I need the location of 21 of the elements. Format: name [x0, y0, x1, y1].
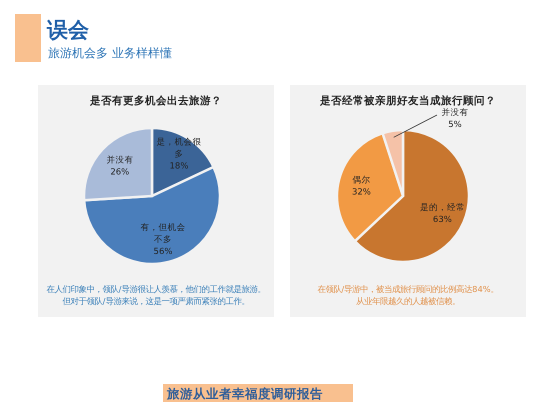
- data-label: 18%: [170, 162, 188, 172]
- slice-label: 偶尔: [352, 174, 370, 186]
- data-label: 63%: [432, 215, 452, 226]
- slice-label: 有，但机会不多: [140, 222, 186, 245]
- slice-label: 是，机会很多: [156, 136, 202, 160]
- slice-label: 并没有: [442, 107, 468, 118]
- text: 旅游从业者幸福度调研报告: [166, 386, 323, 401]
- chart-title: 是否有更多机会出去旅游？: [89, 94, 222, 107]
- chart-title: 是否经常被亲朋好友当成旅行顾问？: [319, 94, 496, 107]
- data-label: 32%: [352, 187, 371, 198]
- data-label: 26%: [110, 168, 130, 178]
- text: 从业年限越久的人越被信赖。: [356, 296, 460, 306]
- data-label: 5%: [448, 120, 462, 130]
- text: 旅游机会多 业务样样懂: [48, 46, 172, 60]
- text: 在领队/导游中，被当成旅行顾问的比例高达84%。: [317, 284, 499, 294]
- slice-label: 是的，经常: [420, 202, 465, 214]
- slice-label: 并没有: [106, 154, 134, 166]
- text: 但对于领队/导游来说，这是一项严肃而紧张的工作。: [62, 296, 250, 306]
- text: 误会: [46, 18, 90, 42]
- data-label: 56%: [154, 246, 172, 257]
- text: 在人们印象中，领队/导游很让人羡慕，他们的工作就是旅游。: [46, 284, 266, 294]
